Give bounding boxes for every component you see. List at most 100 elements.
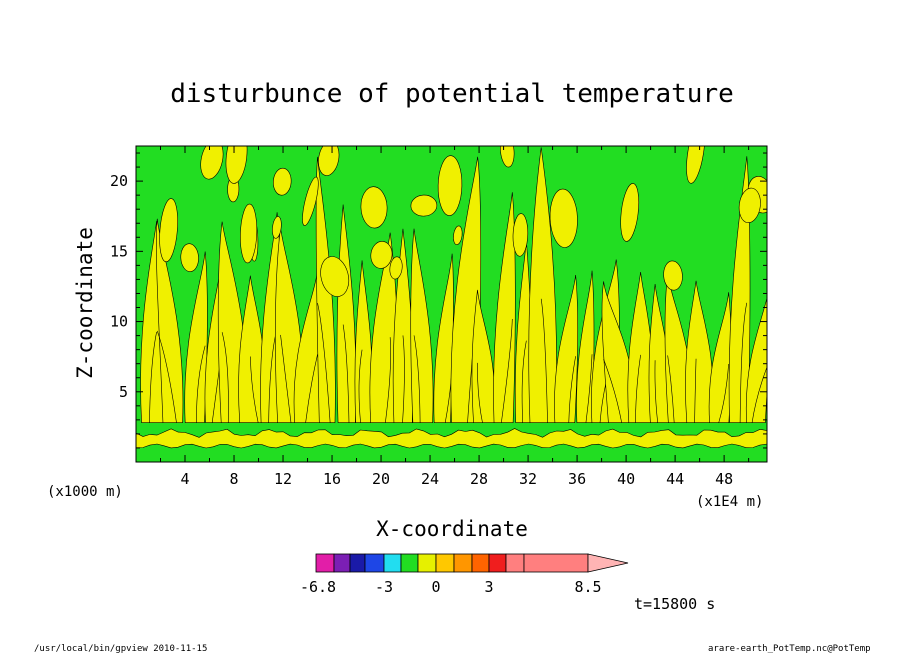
x-tick-label: 28 (470, 470, 488, 488)
upper-patch (302, 176, 319, 226)
plume-contour (739, 302, 748, 423)
y-tick-label: 10 (110, 313, 128, 331)
x-tick-label: 32 (519, 470, 537, 488)
x-tick-label: 8 (230, 470, 239, 488)
colorbar-box (523, 553, 589, 573)
upper-patch (512, 213, 529, 257)
plume-contour (477, 362, 483, 423)
colorbar-label: -6.8 (300, 578, 336, 596)
x-unit-left: (x1000 m) (47, 484, 123, 500)
upper-patch (318, 146, 340, 176)
plume-contour (250, 356, 259, 423)
plume-contour (751, 366, 767, 423)
plume-contour (342, 324, 350, 423)
y-tick-label: 15 (110, 242, 128, 260)
plume-fill (528, 147, 557, 423)
plume-contour (635, 354, 641, 423)
plume-contour (358, 349, 363, 423)
plume-contour (317, 303, 331, 423)
plume-fill (336, 204, 357, 423)
colorbar: -6.8 -3 0 3 8.5 (300, 553, 629, 596)
colorbar-box (435, 553, 455, 573)
x-tick-label: 44 (666, 470, 684, 488)
time-label: t=15800 s (634, 595, 715, 613)
plume-fill (156, 218, 184, 423)
colorbar-box (400, 553, 419, 573)
upper-patch (240, 203, 258, 264)
colorbar-label: 8.5 (574, 578, 601, 596)
upper-patch (663, 260, 683, 291)
plume-contour (603, 358, 622, 423)
upper-patch (620, 183, 640, 242)
colorbar-label: -3 (375, 578, 393, 596)
plume-contour (149, 331, 157, 423)
plume-contour (221, 332, 229, 423)
upper-patch (389, 256, 403, 280)
x-tick-label: 40 (617, 470, 635, 488)
upper-patch (272, 167, 292, 196)
upper-patch (360, 186, 388, 229)
upper-patch (453, 225, 463, 246)
plume-fill (554, 274, 579, 423)
colorbar-box (349, 553, 366, 573)
lower-yellow-band (136, 428, 767, 449)
plume-contour (585, 354, 593, 423)
colorbar-box (417, 553, 437, 573)
x-tick-label: 4 (180, 470, 189, 488)
x-axis-label: X-coordinate (376, 517, 528, 541)
colorbar-box (383, 553, 402, 573)
footer-right: arare-earth_PotTemp.nc@PotTemp (708, 644, 871, 654)
x-unit-right: (x1E4 m) (696, 494, 763, 510)
colorbar-arrow (587, 553, 629, 573)
plot-frame (135, 145, 768, 463)
upper-patch (738, 187, 761, 223)
plume-contour (280, 334, 292, 423)
colorbar-box (453, 553, 473, 573)
plume-contour (667, 355, 675, 423)
x-tick-label: 24 (421, 470, 439, 488)
y-axis-label: Z-coordinate (73, 227, 97, 379)
upper-patch (225, 146, 248, 184)
colorbar-box (315, 553, 335, 573)
upper-patch (500, 146, 515, 168)
plume-contour (305, 354, 318, 423)
colorbar-box (364, 553, 385, 573)
y-tick-label: 20 (110, 172, 128, 190)
colorbar-label: 0 (431, 578, 440, 596)
plume-contour (540, 298, 548, 423)
plume-contour (413, 335, 421, 423)
plume-contour (402, 335, 405, 423)
colorbar-box (471, 553, 490, 573)
plume-contour (156, 330, 177, 423)
plume-contour (196, 345, 206, 423)
colorbar-label: 3 (484, 578, 493, 596)
plume-fill (410, 228, 434, 423)
plume-contour (694, 358, 697, 423)
x-tick-label: 36 (568, 470, 586, 488)
upper-patch (410, 194, 438, 217)
plume-contour (568, 356, 576, 423)
upper-patch (180, 243, 199, 272)
x-tick-label: 16 (323, 470, 341, 488)
x-tick-label: 20 (372, 470, 390, 488)
x-tick-label: 48 (715, 470, 733, 488)
colorbar-box (505, 553, 525, 573)
chart-title: disturbunce of potential temperature (170, 79, 734, 109)
upper-patch (437, 155, 463, 216)
upper-patch (272, 216, 282, 239)
upper-patch (200, 146, 224, 180)
x-tick-label: 12 (274, 470, 292, 488)
plume-contour (654, 360, 658, 423)
upper-patch (370, 241, 393, 269)
plume-contour (385, 337, 391, 423)
plume-contour (718, 363, 729, 423)
colorbar-box (488, 553, 507, 573)
upper-patch (549, 188, 578, 248)
upper-patch (320, 256, 350, 297)
y-tick-label: 5 (119, 383, 128, 401)
plume-contour (521, 340, 527, 423)
plume-fill (493, 192, 516, 423)
plume-contour (501, 319, 513, 423)
